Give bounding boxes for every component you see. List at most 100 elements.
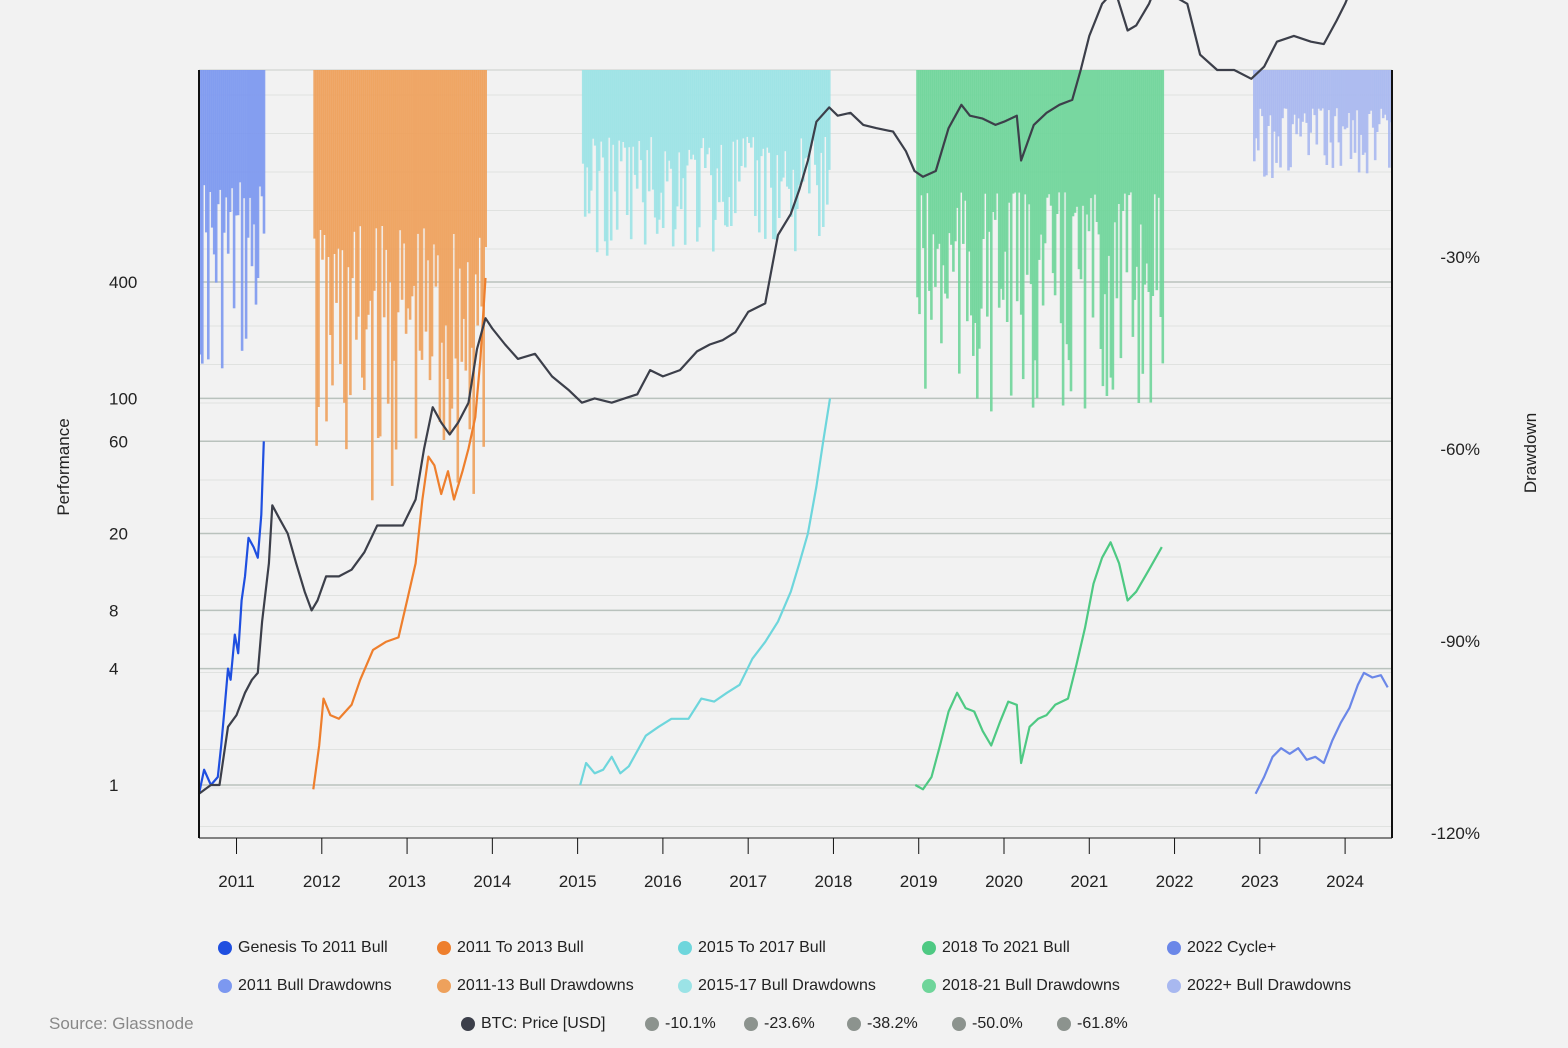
- legend-label: 2022 Cycle+: [1187, 939, 1277, 956]
- drawdown-bar: [1137, 70, 1141, 403]
- drawdown-bar: [930, 70, 933, 320]
- drawdown-bar: [748, 70, 751, 143]
- legend-label: -61.8%: [1077, 1015, 1128, 1032]
- drawdown-bar: [418, 70, 422, 351]
- drawdown-bar: [256, 70, 260, 278]
- drawdown-bar: [1305, 70, 1308, 123]
- drawdown-bar: [1031, 70, 1035, 408]
- drawdown-bar: [768, 70, 771, 153]
- drawdown-bar: [633, 70, 637, 175]
- drawdown-bar: [1275, 70, 1278, 163]
- legend-label: 2018 To 2021 Bull: [942, 939, 1070, 956]
- drawdown-bar: [222, 70, 226, 233]
- drawdown-band: [581, 70, 831, 256]
- drawdown-bar: [226, 70, 230, 254]
- drawdown-bar: [750, 70, 753, 148]
- drawdown-bar: [1341, 70, 1345, 127]
- drawdown-bar: [623, 70, 627, 148]
- drawdown-bar: [762, 70, 765, 149]
- drawdown-bar: [698, 70, 701, 228]
- drawdown-bar: [728, 70, 731, 198]
- drawdown-bar: [1107, 70, 1111, 256]
- drawdown-bar: [1283, 70, 1286, 109]
- drawdown-bar: [466, 70, 470, 263]
- drawdown-bar: [240, 70, 244, 351]
- drawdown-bar: [712, 70, 715, 252]
- drawdown-bar: [1085, 70, 1089, 215]
- drawdown-bar: [1145, 70, 1149, 264]
- drawdown-bar: [1029, 70, 1033, 285]
- drawdown-bar: [1333, 70, 1337, 117]
- drawdown-bar: [1159, 70, 1163, 317]
- drawdown-bar: [1033, 70, 1037, 361]
- drawdown-bar: [315, 70, 318, 446]
- drawdown-bar: [355, 70, 358, 340]
- drawdown-bar: [468, 70, 472, 430]
- drawdown-bar: [1383, 70, 1387, 115]
- drawdown-bar: [1319, 70, 1323, 111]
- drawdown-bar: [1039, 70, 1043, 235]
- drawdown-bar: [744, 70, 747, 168]
- drawdown-bar: [1003, 70, 1007, 252]
- drawdown-bar: [758, 70, 761, 233]
- drawdown-bar: [726, 70, 729, 227]
- drawdown-bar: [201, 70, 204, 364]
- legend-label: BTC: Price [USD]: [481, 1015, 606, 1032]
- drawdown-bar: [665, 70, 669, 182]
- drawdown-bar: [1375, 70, 1379, 132]
- tick-labels: 2011 2012 2013 2014 2015 2016 2017 2018 2019 2020…: [109, 248, 1480, 891]
- drawdown-bar: [1301, 70, 1304, 122]
- drawdown-bar: [1388, 70, 1391, 168]
- legend-item: 2011-13 Bull Drawdowns: [437, 977, 634, 995]
- drawdown-bar: [756, 70, 759, 161]
- drawdown-bar: [448, 70, 452, 435]
- drawdown-bar: [1083, 70, 1087, 409]
- drawdown-bar: [422, 70, 426, 229]
- drawdown-bar: [1343, 70, 1347, 130]
- drawdown-bar: [1281, 70, 1284, 119]
- drawdown-bar: [1047, 70, 1051, 195]
- drawdown-bar: [228, 70, 232, 212]
- drawdown-bar: [317, 70, 320, 407]
- drawdown-bar: [1367, 70, 1371, 114]
- drawdown-bar: [1103, 70, 1107, 295]
- legend-item: 2018 To 2021 Bull: [922, 939, 1070, 957]
- drawdown-bar: [1253, 70, 1256, 162]
- series-line: [197, 441, 265, 795]
- legend-swatch: [1167, 941, 1181, 955]
- drawdown-bar: [740, 70, 743, 166]
- drawdown-bar: [1051, 70, 1055, 274]
- drawdown-bar: [808, 70, 811, 194]
- drawdown-bar: [936, 70, 939, 249]
- drawdown-bar: [637, 70, 641, 141]
- drawdown-bar: [746, 70, 749, 137]
- drawdown-bar: [1337, 70, 1341, 143]
- drawdown-bar: [230, 70, 234, 189]
- drawdown-bar: [782, 70, 785, 178]
- drawdown-bar: [798, 70, 801, 185]
- legend-swatch: [645, 1017, 659, 1031]
- drawdown-bar: [1359, 70, 1363, 135]
- drawdown-bar: [452, 70, 456, 234]
- drawdown-bar: [234, 70, 238, 216]
- drawdown-bar: [1135, 70, 1139, 267]
- drawdown-bar: [1007, 70, 1011, 203]
- drawdown-bar: [942, 70, 945, 266]
- drawdown-bar: [325, 70, 328, 422]
- legend-label: 2015 To 2017 Bull: [698, 939, 826, 956]
- drawdown-bar: [1001, 70, 1005, 300]
- drawdown-bar: [390, 70, 394, 486]
- drawdown-bar: [918, 70, 921, 315]
- drawdown-bar: [694, 70, 697, 160]
- drawdown-bar: [484, 70, 487, 248]
- series-line: [1254, 671, 1389, 795]
- drawdown-bar: [978, 70, 981, 349]
- drawdown-bar: [1059, 70, 1063, 324]
- drawdown-bar: [406, 70, 410, 309]
- y-tick-label: 60: [109, 432, 128, 451]
- drawdown-bar: [246, 70, 250, 238]
- drawdown-bar: [1065, 70, 1069, 345]
- drawdown-bar: [1119, 70, 1123, 359]
- drawdown-bar: [1061, 70, 1065, 406]
- series-line: [914, 541, 1163, 791]
